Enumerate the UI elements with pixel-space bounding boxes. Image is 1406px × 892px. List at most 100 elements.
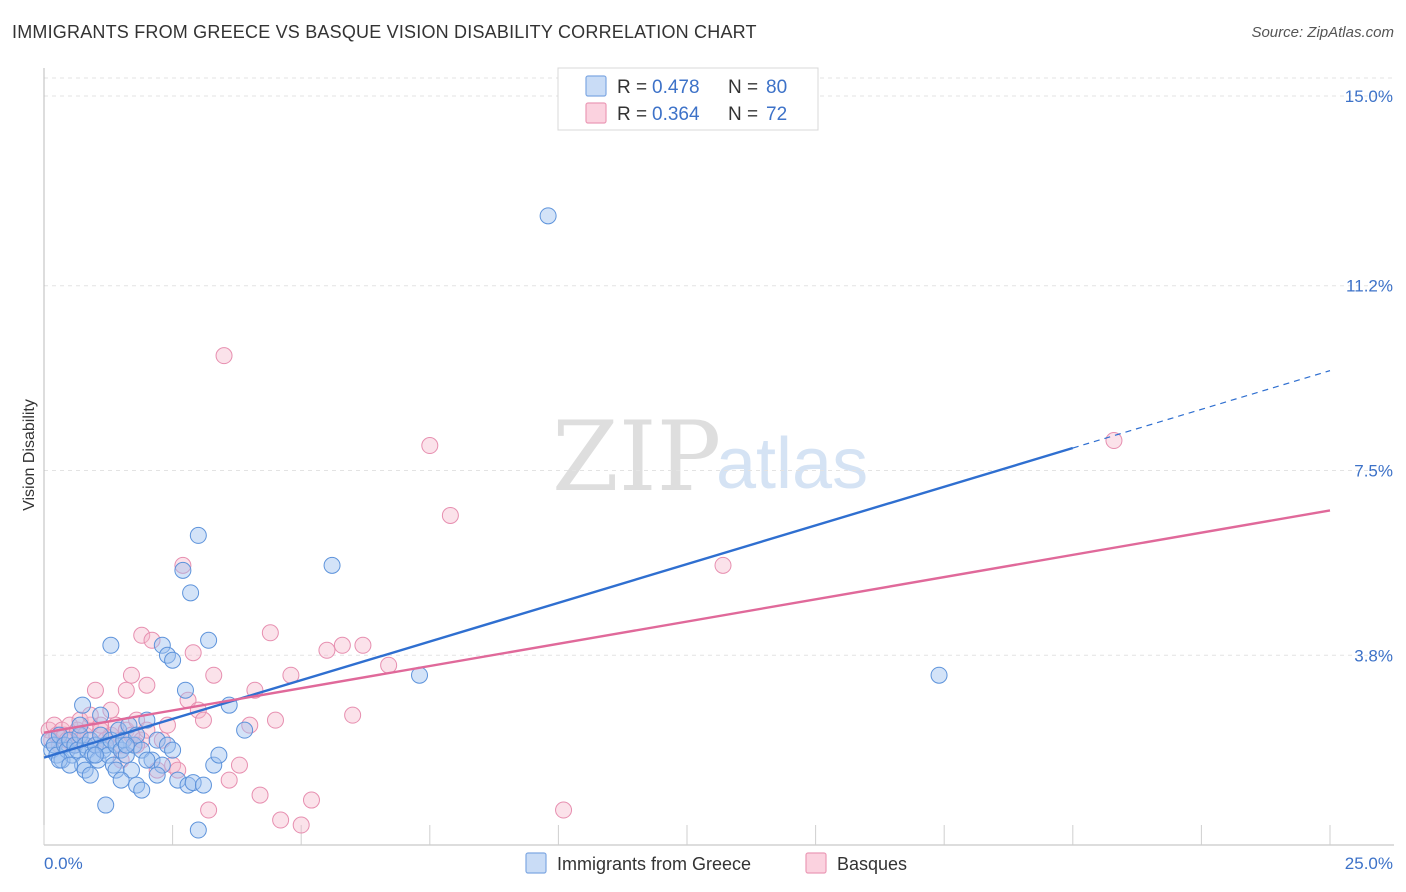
- greece-point-68: [189, 526, 207, 544]
- y-tick-label-0: 3.8%: [1354, 646, 1393, 665]
- basques-point-67: [421, 437, 439, 455]
- greece-point-39: [153, 756, 171, 774]
- greece-point-53: [112, 771, 130, 789]
- basques-point-35: [133, 626, 151, 644]
- basques-point-42: [169, 761, 187, 779]
- greece-point-58: [148, 766, 166, 784]
- greece-point-79: [189, 821, 207, 839]
- basques-point-37: [143, 631, 161, 649]
- chart-title: IMMIGRANTS FROM GREECE VS BASQUE VISION …: [12, 22, 757, 42]
- basques-point-58: [272, 811, 290, 829]
- basques-point-66: [380, 656, 398, 674]
- series-legend: Immigrants from Greece Basques: [525, 852, 907, 874]
- greece-point-43: [61, 756, 79, 774]
- basques-point-69: [555, 801, 573, 819]
- legend-r-value-greece: 0.478: [652, 77, 700, 98]
- source-label: Source: ZipAtlas.com: [1251, 24, 1394, 41]
- greece-point-66: [182, 584, 200, 602]
- greece-point-63: [174, 561, 192, 579]
- basques-point-65: [354, 636, 372, 654]
- greece-point-48: [86, 746, 104, 764]
- y-tick-labels: 3.8% 7.5% 11.2% 15.0%: [1345, 87, 1393, 665]
- greece-point-64: [176, 681, 194, 699]
- basques-point-53: [241, 716, 259, 734]
- axes: [43, 68, 1394, 846]
- greece-point-32: [122, 761, 140, 779]
- greece-point-54: [117, 736, 135, 754]
- y-axis-label: Vision Disability: [21, 399, 38, 511]
- basques-point-68: [441, 506, 459, 524]
- greece-point-69: [194, 776, 212, 794]
- greece-point-40: [158, 736, 176, 754]
- basques-point-28: [86, 681, 104, 699]
- legend-n-label-greece: N =: [728, 77, 758, 98]
- bottom-legend-swatch-basques: [805, 852, 827, 874]
- greece-point-37: [143, 751, 161, 769]
- x-tick-label-0: 0.0%: [44, 854, 83, 873]
- legend-n-value-basques: 72: [766, 104, 787, 125]
- watermark: ZIP atlas: [552, 401, 868, 513]
- legend-r-value-basques: 0.364: [652, 104, 700, 125]
- x-tick-labels: 0.0% 25.0%: [44, 854, 1393, 873]
- legend-n-label-basques: N =: [728, 104, 758, 125]
- greece-point-72: [210, 746, 228, 764]
- greece-point-71: [205, 756, 223, 774]
- legend-r-label-basques: R =: [617, 104, 647, 125]
- greece-point-38: [148, 731, 166, 749]
- y-tick-label-1: 7.5%: [1354, 462, 1393, 481]
- y-tick-label-3: 15.0%: [1345, 87, 1393, 106]
- greece-point-35: [133, 741, 151, 759]
- trend-lines: [43, 370, 1331, 759]
- basques-point-57: [266, 711, 284, 729]
- basques-point-64: [344, 706, 362, 724]
- greece-point-28: [112, 741, 130, 759]
- greece-point-55: [128, 776, 146, 794]
- greece-point-29: [115, 731, 133, 749]
- greece-point-25: [104, 756, 122, 774]
- greece-point-57: [138, 751, 156, 769]
- greece-point-50: [97, 796, 115, 814]
- basques-point-63: [333, 636, 351, 654]
- greece-point-47: [81, 766, 99, 784]
- greece-point-78: [930, 666, 948, 684]
- greece-point-67: [184, 774, 202, 792]
- basques-point-36: [138, 676, 156, 694]
- basques-point-51: [220, 771, 238, 789]
- greece-point-70: [200, 631, 218, 649]
- x-tick-label-1: 25.0%: [1345, 854, 1393, 873]
- basques-point-62: [318, 641, 336, 659]
- legend-swatch-greece: [585, 75, 607, 97]
- basques-point-38: [148, 761, 166, 779]
- basques-point-48: [200, 801, 218, 819]
- trend-line-basques: [43, 509, 1331, 734]
- basques-point-56: [261, 624, 279, 642]
- watermark-zip: ZIP: [552, 401, 721, 513]
- greece-point-45: [74, 696, 92, 714]
- basques-point-20: [112, 736, 130, 754]
- basques-point-45: [184, 644, 202, 662]
- correlation-legend: R = 0.478 N = 80 R = 0.364 N = 72: [557, 67, 819, 131]
- greece-point-41: [164, 741, 182, 759]
- bottom-legend-label-basques: Basques: [837, 854, 907, 874]
- basques-point-55: [251, 786, 269, 804]
- watermark-atlas: atlas: [716, 424, 868, 504]
- trend-line-greece: [43, 446, 1074, 759]
- basques-point-61: [302, 791, 320, 809]
- basques-point-30: [102, 701, 120, 719]
- basques-point-26: [71, 711, 89, 729]
- basques-point-60: [292, 816, 310, 834]
- bottom-legend-label-greece: Immigrants from Greece: [557, 854, 751, 874]
- legend-swatch-basques: [585, 102, 607, 124]
- legend-n-value-greece: 80: [766, 77, 787, 98]
- greece-point-46: [76, 761, 94, 779]
- y-tick-label-2: 11.2%: [1346, 277, 1393, 296]
- greece-point-77: [539, 207, 557, 225]
- basques-point-71: [1105, 432, 1123, 450]
- series-basques-points: [40, 347, 1123, 834]
- basques-point-52: [230, 756, 248, 774]
- basques-point-50: [215, 347, 233, 365]
- basques-point-47: [194, 711, 212, 729]
- basques-point-70: [714, 556, 732, 574]
- bottom-legend-swatch-greece: [525, 852, 547, 874]
